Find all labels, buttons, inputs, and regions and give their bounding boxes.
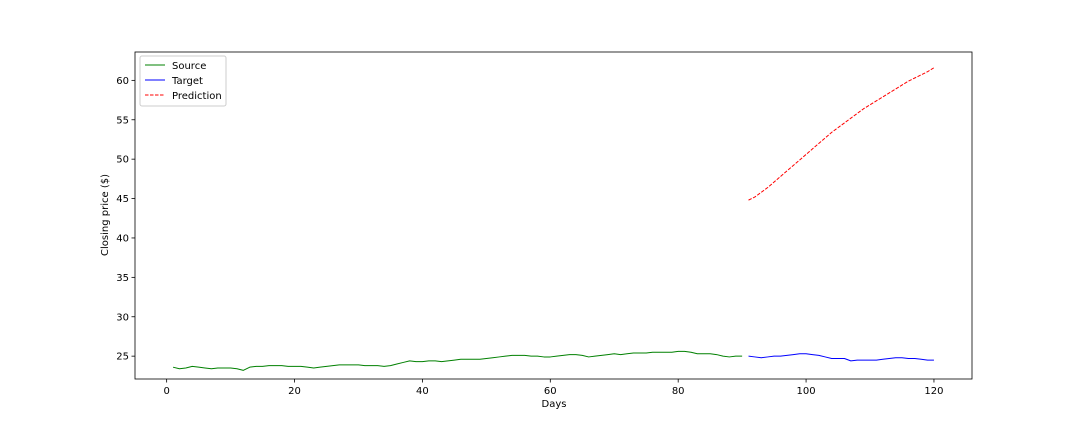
x-tick-label: 80 [672,386,685,397]
axes: 0 20 40 60 80 100 120 25 30 35 40 45 50 55 60 [116,51,973,397]
legend-label-target: Target [171,76,203,87]
series-line-source [172,350,743,371]
y-tick-label: 50 [116,155,129,166]
x-axis-label: Days [542,399,567,410]
y-tick-label: 55 [116,115,129,126]
y-tick-label: 45 [116,194,129,205]
y-axis-label: Closing price ($) [100,174,111,256]
y-tick-label: 35 [116,273,129,284]
y-tick-label: 25 [116,352,129,363]
y-tick-label: 40 [116,233,129,244]
series-line-target [748,353,934,362]
x-tick-label: 40 [416,386,429,397]
y-tick-label: 30 [116,312,129,323]
legend-label-source: Source [172,61,206,72]
legend-label-prediction: Prediction [172,91,222,102]
x-tick-label: 20 [288,386,301,397]
x-tick-label: 60 [544,386,557,397]
x-tick-label: 120 [924,386,943,397]
x-tick-label: 0 [163,386,169,397]
y-tick-label: 60 [116,76,129,87]
x-tick-label: 100 [797,386,816,397]
legend: Source Target Prediction [139,55,227,107]
plot-frame [134,51,973,380]
plot-area [172,67,935,371]
legend-box [139,55,227,107]
